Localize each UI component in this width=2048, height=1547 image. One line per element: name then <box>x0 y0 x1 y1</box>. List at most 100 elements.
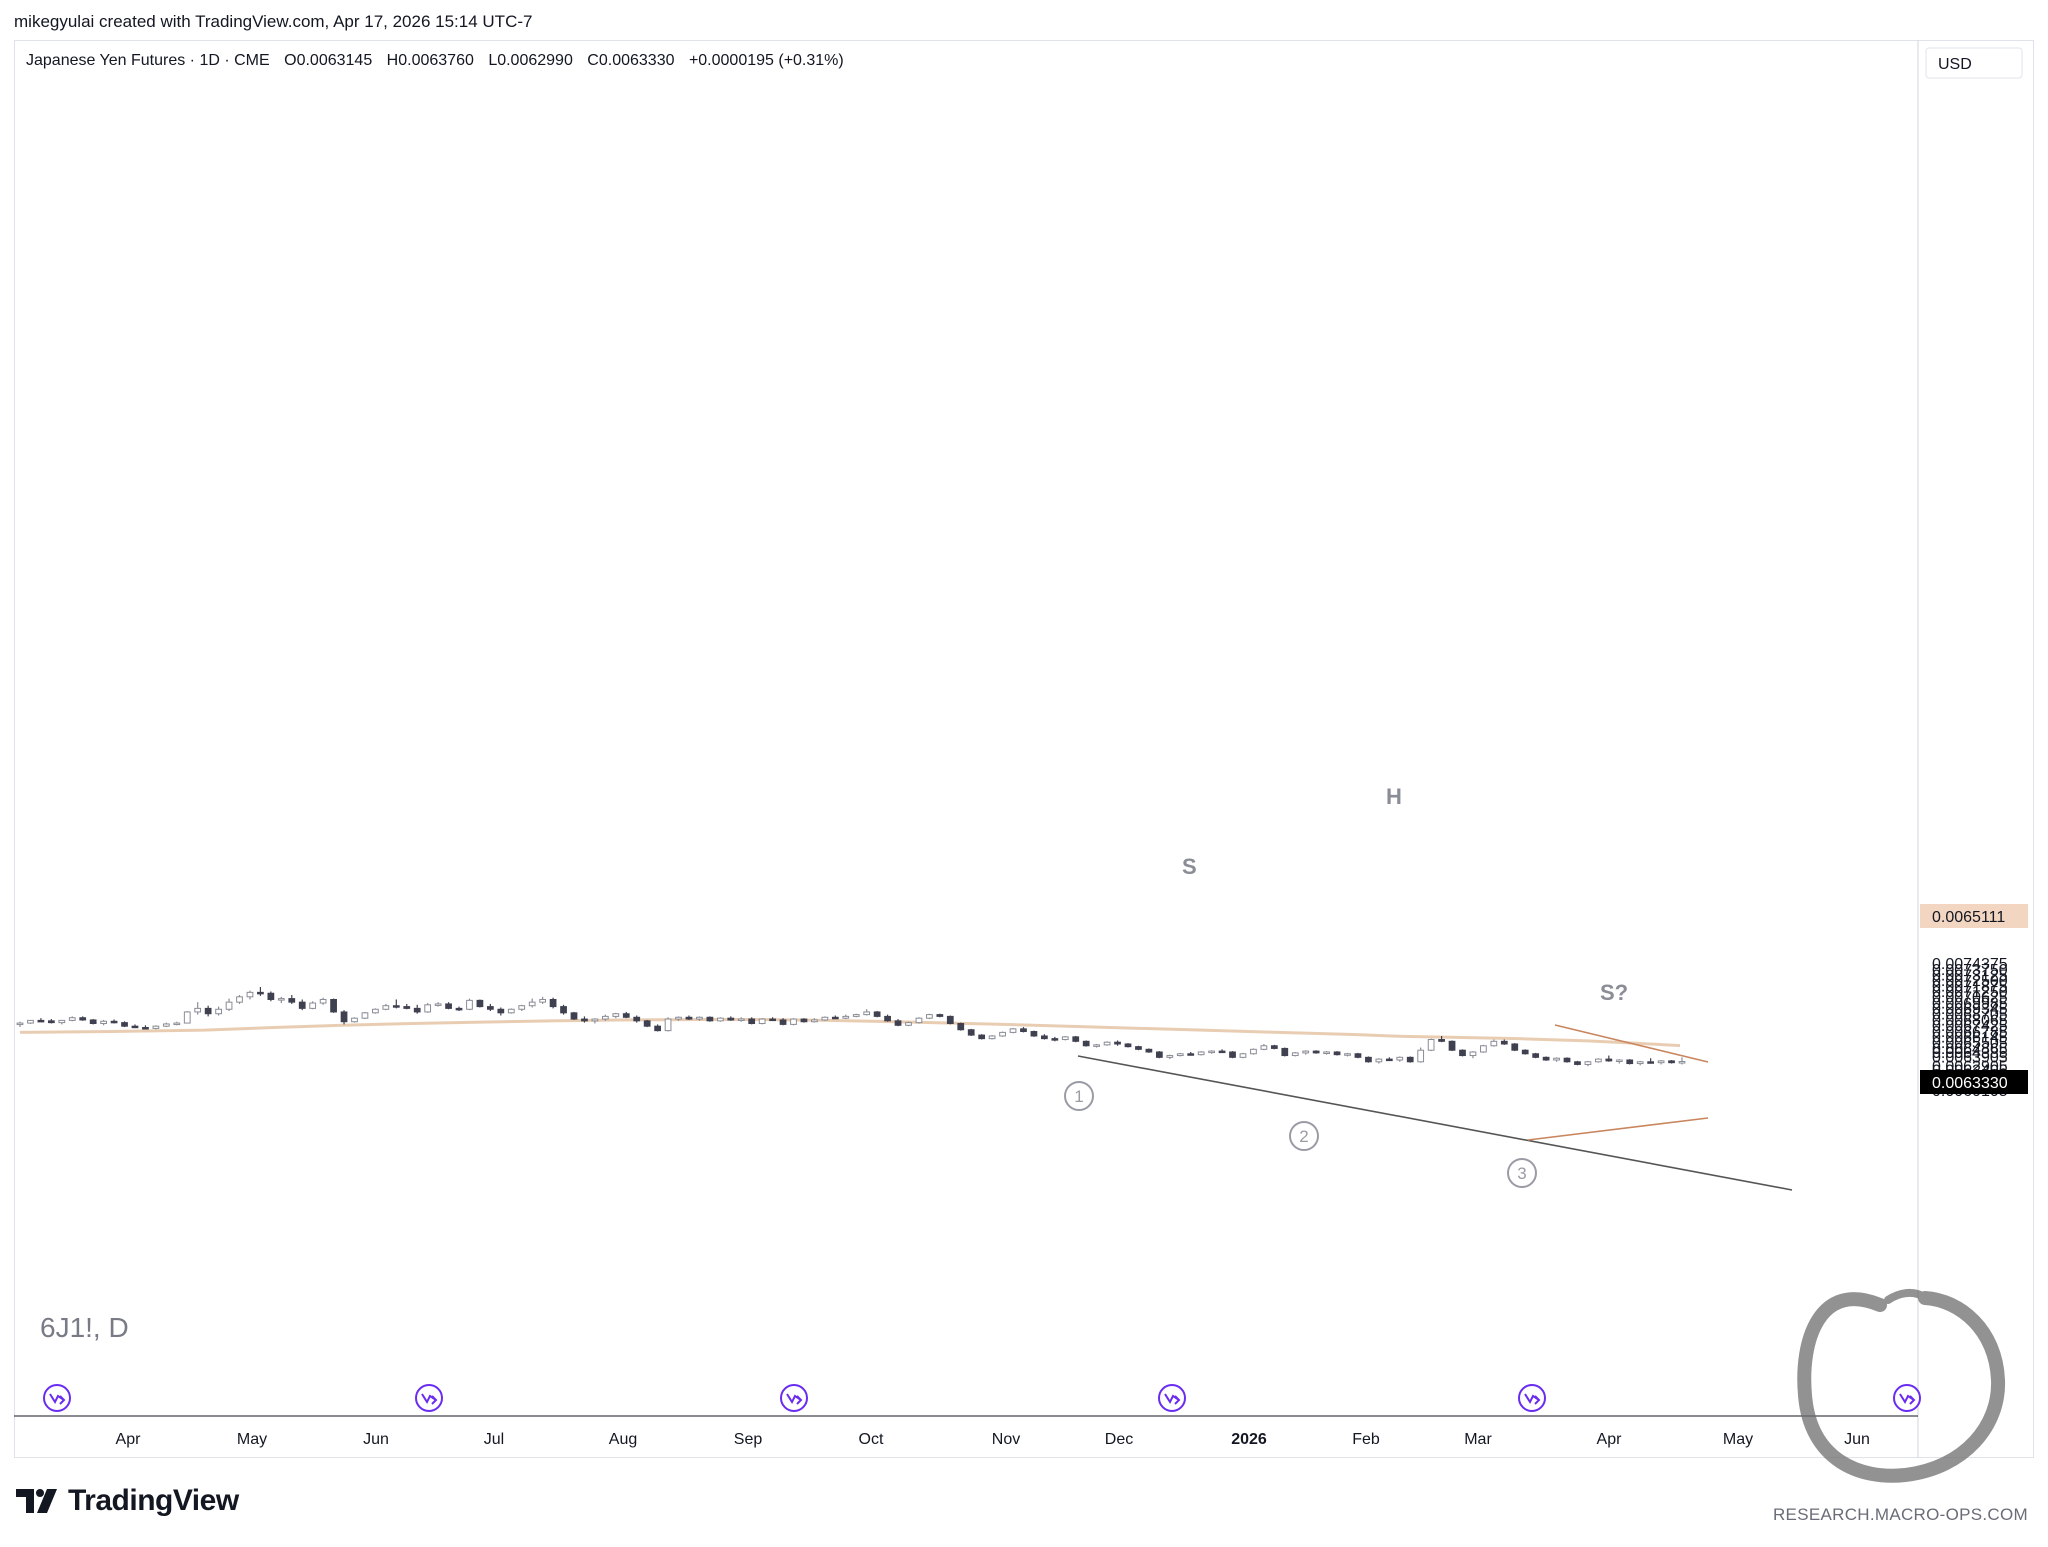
event-marker-icon[interactable] <box>780 1384 808 1412</box>
candle-body <box>1020 1028 1027 1033</box>
candle-body <box>173 1022 181 1026</box>
candle-body <box>811 1019 818 1023</box>
candle <box>737 1017 745 1022</box>
candle-body <box>1323 1051 1330 1054</box>
candle-body <box>361 1012 369 1019</box>
candle-body <box>926 1014 933 1019</box>
symbol-watermark: 6J1!, D <box>40 1312 129 1343</box>
candle <box>873 1011 881 1018</box>
candle-body <box>978 1034 986 1040</box>
candle <box>1469 1051 1477 1059</box>
candle-body <box>152 1025 160 1029</box>
lower-trendline[interactable] <box>1077 1055 1793 1191</box>
candle <box>476 999 484 1008</box>
candle-body <box>758 1018 766 1025</box>
candle-body <box>79 1017 87 1021</box>
legend-symbol[interactable]: Japanese Yen Futures · 1D · CME <box>26 52 270 69</box>
candle-body <box>1657 1060 1665 1064</box>
candle-body <box>1615 1059 1623 1062</box>
price-tick-label: 0.0068705 <box>1932 1007 2008 1024</box>
event-marker-icon[interactable] <box>1158 1384 1186 1412</box>
price-tick-label: 0.0065505 <box>1932 1035 2008 1052</box>
price-tick-label: 0.0069985 <box>1932 995 2008 1012</box>
candle <box>560 1004 567 1015</box>
moving-average-line[interactable] <box>19 1018 1681 1048</box>
candle <box>884 1014 891 1022</box>
wave-number-1: 1 <box>1074 1087 1083 1106</box>
candle-body <box>1636 1061 1644 1065</box>
candle <box>507 1008 515 1014</box>
candle <box>1229 1051 1236 1059</box>
candle-body <box>1595 1058 1602 1063</box>
candle <box>89 1019 97 1025</box>
candle <box>1365 1056 1372 1063</box>
wave-label-3: 3 <box>1507 1158 1537 1188</box>
candle-body <box>1354 1053 1362 1058</box>
candle-body <box>1490 1040 1498 1047</box>
event-marker-icon[interactable] <box>43 1384 71 1412</box>
triangle-upper-line[interactable] <box>1554 1024 1709 1063</box>
candle <box>811 1018 818 1023</box>
candle <box>340 1010 348 1025</box>
candle <box>1500 1039 1508 1045</box>
event-marker-icon[interactable] <box>1893 1384 1921 1412</box>
candle <box>1135 1045 1142 1051</box>
candle-body <box>298 1001 306 1009</box>
candle-body <box>382 1005 390 1010</box>
candle <box>821 1016 829 1021</box>
candle <box>79 1016 87 1021</box>
candle-body <box>706 1016 714 1022</box>
candle <box>1521 1049 1529 1055</box>
candle-body <box>654 1025 661 1032</box>
currency-button[interactable] <box>1925 47 2023 79</box>
candle-body <box>225 1001 233 1010</box>
candle <box>403 1003 411 1010</box>
event-marker-icon[interactable] <box>415 1384 443 1412</box>
candle-body <box>1438 1039 1445 1042</box>
candle <box>100 1019 107 1026</box>
wave-number-3: 3 <box>1517 1164 1526 1183</box>
candle-body <box>790 1018 797 1025</box>
candle <box>1051 1036 1059 1042</box>
candle <box>1511 1043 1519 1052</box>
candle-body <box>936 1014 944 1017</box>
candle <box>1406 1056 1414 1063</box>
candle <box>1532 1052 1540 1059</box>
candle-body <box>570 1012 578 1020</box>
candle <box>1166 1054 1174 1060</box>
tradingview-logo[interactable]: TradingView <box>16 1484 239 1518</box>
price-axis[interactable]: USD 0.00743750.00737500.00731250.0072500… <box>1925 47 2023 1100</box>
candle-body <box>246 991 254 998</box>
candle-body <box>267 992 275 1000</box>
candle-body <box>68 1017 76 1021</box>
candle <box>716 1017 724 1022</box>
pattern-label-right-shoulder: S? <box>1600 980 1628 1005</box>
ohlc-legend: Japanese Yen Futures · 1D · CME O0.00631… <box>26 52 854 70</box>
triangle-lower-line[interactable] <box>1527 1117 1709 1141</box>
candle-body <box>1333 1051 1341 1056</box>
candle <box>1145 1048 1153 1053</box>
candle <box>1553 1057 1560 1062</box>
candle-body <box>1041 1035 1048 1040</box>
candle-body <box>601 1015 609 1020</box>
candle <box>1427 1038 1435 1052</box>
event-marker-icon[interactable] <box>1518 1384 1546 1412</box>
candle <box>905 1021 912 1027</box>
candle <box>779 1018 787 1026</box>
candle <box>277 996 285 1004</box>
candle <box>581 1016 588 1023</box>
candle-body <box>1678 1061 1686 1064</box>
tradingview-mark-icon <box>16 1489 57 1513</box>
candle <box>298 999 306 1011</box>
candle-body <box>1281 1047 1289 1057</box>
candle-body <box>162 1023 170 1027</box>
candle-body <box>591 1018 599 1022</box>
candle <box>831 1015 839 1020</box>
price-tick-label: 0.0066145 <box>1932 1029 2008 1046</box>
time-axis[interactable]: Apr May Jun Jul Aug Sep Oct Nov Dec 2026 Feb Mar Apr… <box>116 1431 1870 1448</box>
candle-body <box>319 998 327 1004</box>
candle <box>351 1017 358 1023</box>
candle <box>215 1006 222 1016</box>
candle <box>142 1025 149 1030</box>
